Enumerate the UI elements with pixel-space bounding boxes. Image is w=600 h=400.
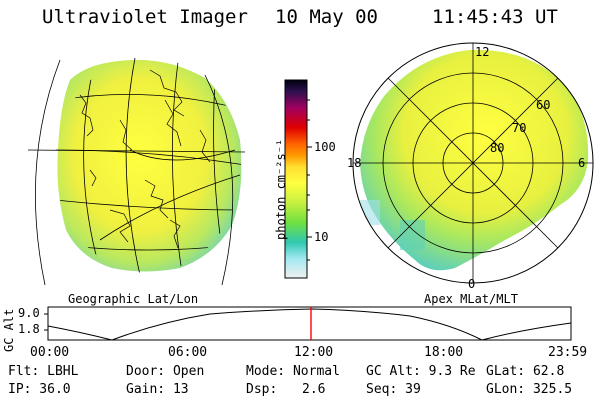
colorbar-tick-10: 10 <box>314 230 329 244</box>
right-map-caption: Apex MLat/MLT <box>424 292 518 306</box>
filter-status: Flt: LBHL <box>8 364 79 379</box>
geographic-map <box>27 57 246 286</box>
time-tick-0600: 06:00 <box>168 345 208 360</box>
door-status: Door: Open <box>126 364 205 379</box>
aurora-image-right <box>360 49 589 271</box>
dsp-status-value: 2.6 <box>302 382 326 397</box>
mlt-label-12: 12 <box>475 45 490 59</box>
seq-status: Seq: 39 <box>366 382 421 397</box>
aurora-image-left <box>57 59 242 272</box>
coastlines <box>79 69 211 249</box>
time-tick-0000: 00:00 <box>30 345 70 360</box>
color-bar <box>284 79 312 279</box>
time-label: 11:45:43 UT <box>432 6 558 28</box>
mlat-label-70: 70 <box>512 121 527 135</box>
polar-map <box>352 42 594 284</box>
time-tick-2359: 23:59 <box>548 345 588 360</box>
ip-status: IP: 36.0 <box>8 382 71 397</box>
mlt-label-6: 6 <box>578 156 586 170</box>
altitude-ylabel: GC Alt <box>2 308 16 352</box>
glon-status: GLon: 325.5 <box>486 382 573 397</box>
altitude-curve <box>47 308 572 341</box>
gain-status: Gain: 13 <box>126 382 189 397</box>
colorbar-tick-100: 100 <box>314 140 336 154</box>
colorbar-unit-label: photon cm⁻²s⁻¹ <box>274 138 288 240</box>
mode-status: Mode: Normal <box>246 364 340 379</box>
mlt-label-18: 18 <box>347 156 362 170</box>
altitude-ytick-1-8: 1.8 <box>18 322 40 336</box>
altitude-plot <box>44 306 572 341</box>
glat-status: GLat: 62.8 <box>486 364 565 379</box>
time-tick-1200: 12:00 <box>294 345 334 360</box>
left-map-caption: Geographic Lat/Lon <box>68 292 199 306</box>
date-label: 10 May 00 <box>275 6 378 28</box>
mlat-label-80: 80 <box>490 141 505 155</box>
mlat-label-60: 60 <box>536 98 551 112</box>
instrument-title: Ultraviolet Imager <box>42 6 248 28</box>
mlt-label-0: 0 <box>468 277 476 291</box>
time-tick-1800: 18:00 <box>424 345 464 360</box>
gc-alt-status: GC Alt: 9.3 Re <box>366 364 476 379</box>
altitude-ytick-9: 9.0 <box>18 306 40 320</box>
dsp-status-label: Dsp: <box>246 382 278 397</box>
